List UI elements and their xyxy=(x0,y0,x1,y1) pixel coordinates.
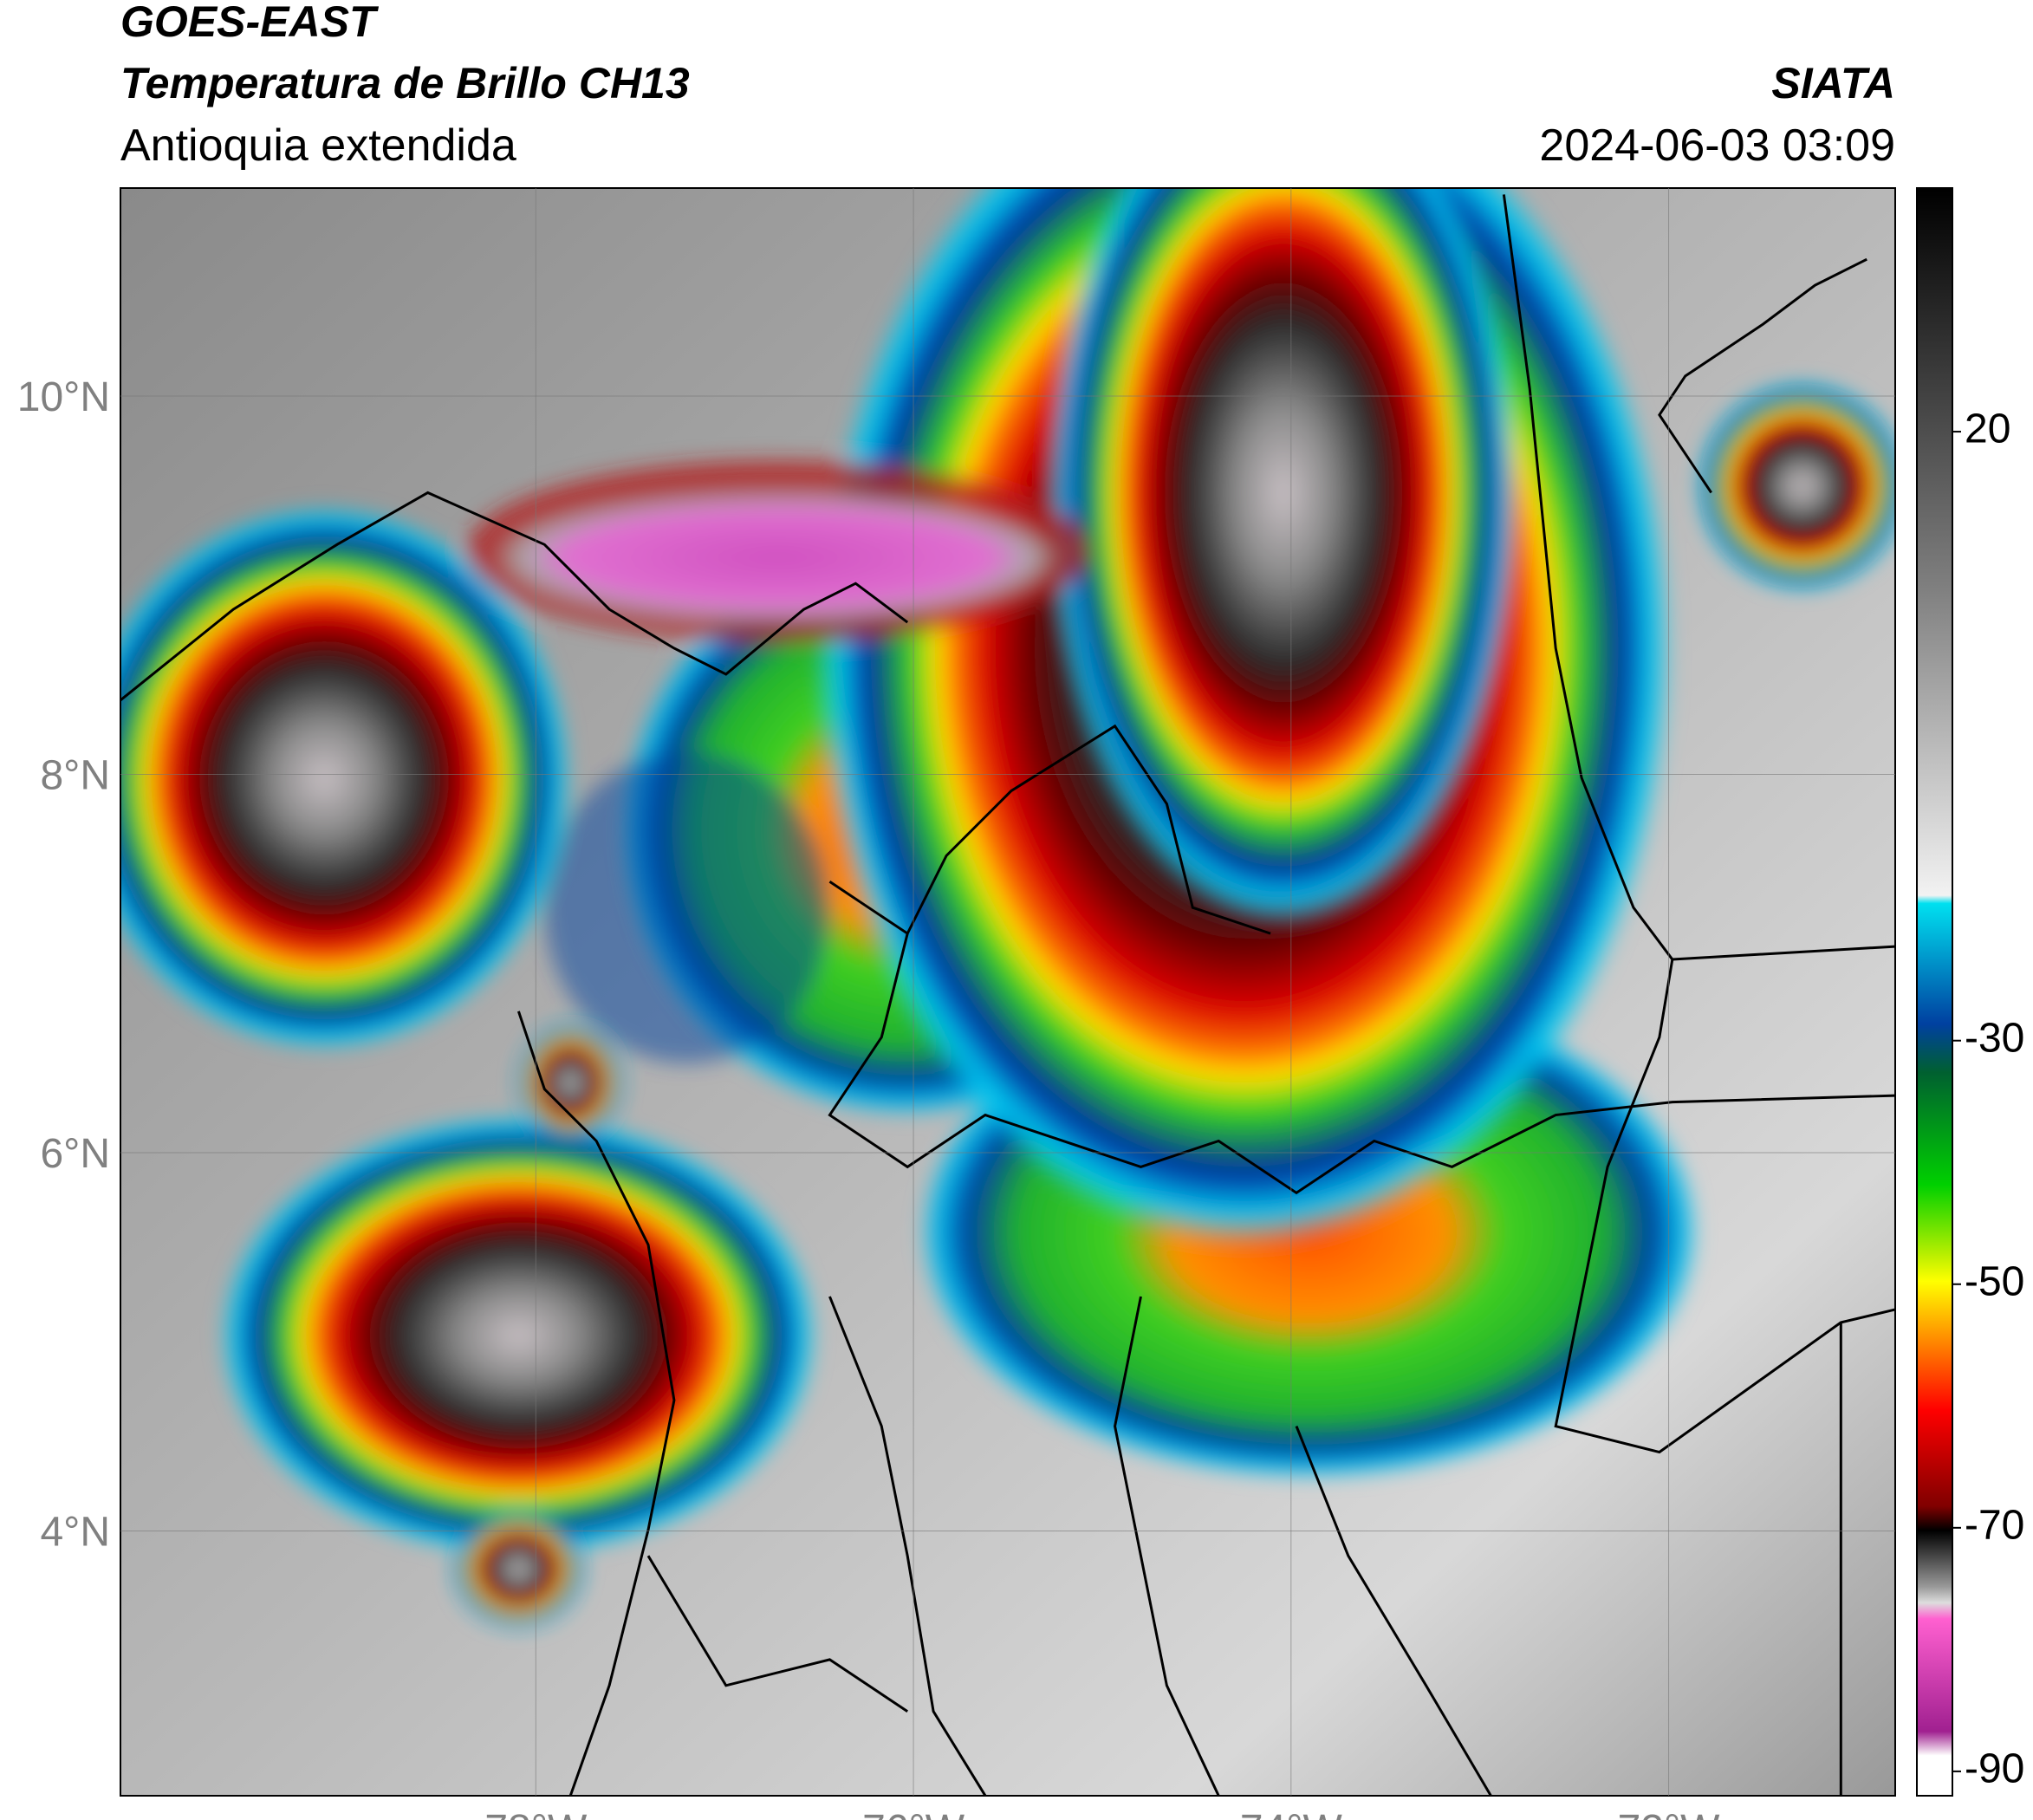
colorbar xyxy=(1916,187,1953,1797)
colorbar-tick-label: 20 xyxy=(1965,406,2010,452)
x-tick-label: 76°W xyxy=(862,1807,965,1820)
y-tick-label: 4°N xyxy=(40,1509,110,1555)
colorbar-tick-label: -90 xyxy=(1965,1746,2024,1792)
x-tick-label: 74°W xyxy=(1240,1807,1343,1820)
x-tick-label: 78°W xyxy=(484,1807,588,1820)
source: SIATA xyxy=(1771,59,1895,107)
timestamp: 2024-06-03 03:09 xyxy=(1539,120,1895,171)
y-tick-label: 6°N xyxy=(40,1131,110,1177)
y-tick-label: 8°N xyxy=(40,753,110,799)
subtitle: Temperatura de Brillo CH13 xyxy=(120,59,690,107)
map-frame xyxy=(120,187,1896,1797)
y-tick-label: 10°N xyxy=(17,374,110,420)
region: Antioquia extendida xyxy=(120,120,516,171)
title: GOES-EAST xyxy=(120,0,380,46)
colorbar-tick-label: -50 xyxy=(1965,1258,2024,1304)
colorbar-tick-label: -30 xyxy=(1965,1015,2024,1061)
x-tick-label: 72°W xyxy=(1618,1807,1721,1820)
satellite-image xyxy=(120,188,1895,1796)
colorbar-tick-label: -70 xyxy=(1965,1503,2024,1549)
